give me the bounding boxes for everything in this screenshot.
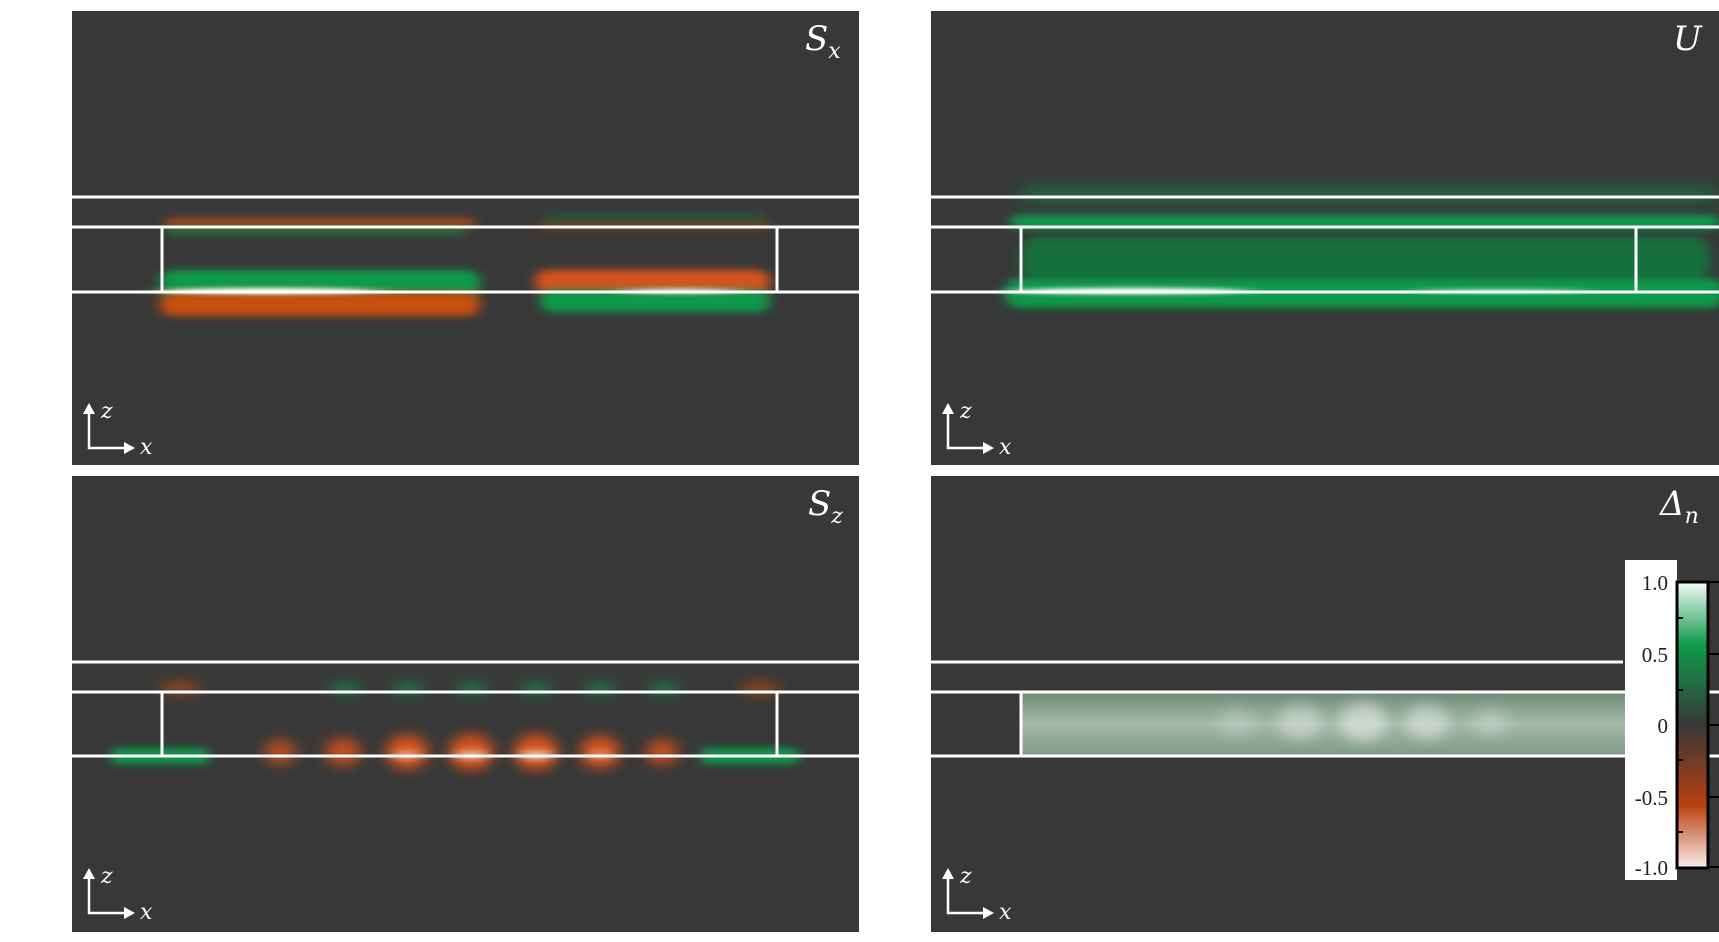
panel-sz-outlines [72, 660, 859, 758]
axis-right-arrow-icon [124, 442, 135, 454]
colorbar-tick-label: 1.0 [1642, 571, 1668, 595]
axis-up-arrow-icon [83, 868, 95, 879]
panel-dn: Δn z x 1.0 0.5 [931, 476, 1719, 932]
colorbar: 1.0 0.5 0 -0.5 -1.0 [1625, 560, 1719, 880]
panel-dn-label: Δn [1658, 484, 1699, 529]
panel-sx: Sx z x [72, 11, 859, 465]
colorbar-tick-label: 0 [1658, 714, 1669, 738]
colorbar-tick-marks [1677, 581, 1719, 868]
colorbar-tick-label: -0.5 [1635, 786, 1668, 810]
panel-dn-field [1022, 693, 1635, 755]
panel-u: U z x [931, 11, 1719, 465]
panel-dn-axis-x: x [999, 900, 1012, 925]
sx-orange-lower-right-band [535, 270, 770, 294]
sx-orange-lower-left-band [160, 292, 480, 316]
panel-sx-axis-indicator: z x [83, 399, 153, 460]
panel-sx-axis-z: z [100, 399, 113, 424]
colorbar-tick-label: 0.5 [1642, 643, 1668, 667]
panel-sx-background [72, 11, 859, 465]
panel-dn-axis-indicator: z x [942, 864, 1012, 925]
panel-sz-background [72, 476, 859, 932]
u-green-upper-band [1010, 215, 1719, 229]
panel-sx-axis-x: x [140, 435, 153, 460]
panel-sz-field [110, 682, 800, 770]
axis-up-arrow-icon [942, 403, 954, 414]
panel-sx-outlines [72, 195, 859, 294]
panel-u-outlines [931, 195, 1719, 294]
panel-sx-label: Sx [805, 19, 841, 64]
panel-sz-axis-indicator: z x [83, 864, 153, 925]
panel-u-axis-indicator: z x [942, 399, 1012, 460]
panel-u-axis-z: z [959, 399, 972, 424]
panel-sz: Sz z x [72, 476, 859, 932]
sx-green-lower-right-band [540, 290, 770, 312]
u-green-core [1020, 236, 1710, 280]
panel-dn-outlines [931, 660, 1719, 758]
colorbar-gradient [1675, 580, 1710, 870]
axis-right-arrow-icon [983, 907, 994, 919]
panel-dn-axis-z: z [959, 864, 972, 889]
axis-right-arrow-icon [124, 907, 135, 919]
axis-up-arrow-icon [942, 868, 954, 879]
dn-bright-spots [1219, 702, 1508, 742]
panel-sz-label: Sz [808, 484, 843, 529]
axis-right-arrow-icon [983, 442, 994, 454]
panel-sz-axis-z: z [100, 864, 113, 889]
sx-green-upper-right [545, 214, 765, 220]
colorbar-tick-label-background [1625, 560, 1677, 880]
panel-u-axis-x: x [999, 435, 1012, 460]
colorbar-tick-label: -1.0 [1635, 856, 1668, 880]
axis-up-arrow-icon [83, 403, 95, 414]
panel-sz-axis-x: x [140, 900, 153, 925]
sx-green-upper-left [165, 228, 465, 234]
dn-film-fill [1022, 693, 1635, 755]
u-green-upper-halo [1020, 186, 1719, 202]
panel-u-label: U [1673, 19, 1703, 59]
